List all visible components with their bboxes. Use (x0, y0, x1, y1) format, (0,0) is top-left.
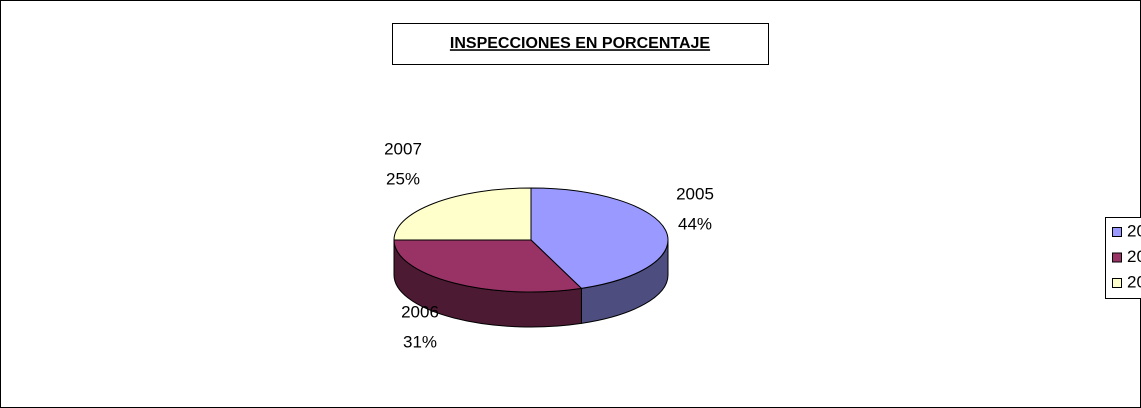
legend-label: 2005 (1127, 221, 1141, 240)
legend-label: 2007 (1127, 272, 1141, 291)
legend-swatch (1112, 278, 1122, 288)
data-label-category: 2005 (676, 184, 714, 203)
chart-title: INSPECCIONES EN PORCENTAJE (450, 35, 711, 52)
data-label-category: 2007 (384, 139, 422, 158)
legend-box (1105, 217, 1141, 299)
slice (393, 239, 583, 293)
data-label: 44% (678, 214, 712, 233)
legend-swatch (1112, 227, 1122, 237)
slice (393, 187, 532, 241)
slice (530, 187, 669, 289)
data-label: 31% (403, 332, 437, 351)
data-label: 25% (386, 169, 420, 188)
legend-label: 2006 (1127, 247, 1141, 266)
legend-swatch (1112, 252, 1122, 263)
data-label-category: 2006 (401, 302, 439, 321)
title-box (392, 23, 769, 65)
